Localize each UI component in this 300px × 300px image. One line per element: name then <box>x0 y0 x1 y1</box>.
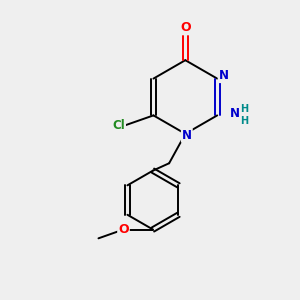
Text: N: N <box>230 107 240 120</box>
Text: H: H <box>240 104 248 114</box>
Text: Cl: Cl <box>112 119 125 132</box>
Text: N: N <box>182 129 192 142</box>
Text: N: N <box>219 69 229 82</box>
Text: H: H <box>240 116 248 126</box>
Text: O: O <box>118 223 129 236</box>
Text: O: O <box>180 21 190 34</box>
